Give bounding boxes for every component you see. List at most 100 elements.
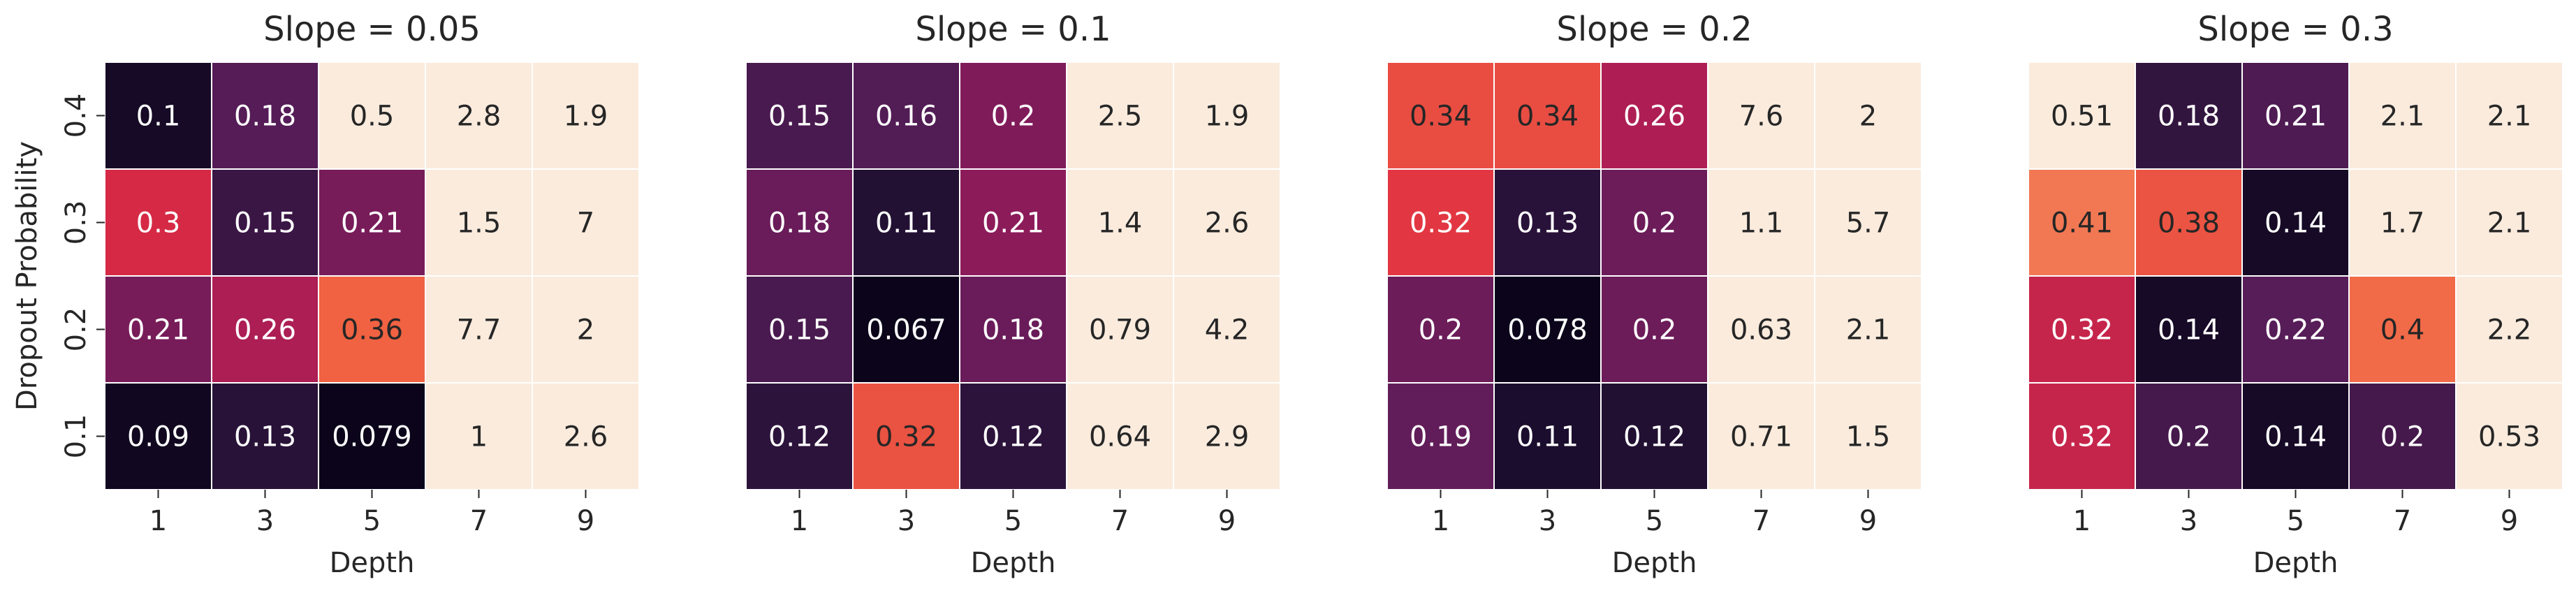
heatmap-cell — [959, 61, 1067, 170]
heatmap-panel-4: 0.51 0.18 0.21 2.1 2.10.41 0.38 0.14 1.7 2.10.32… — [2028, 10, 2563, 579]
heatmap-panel-2: 0.15 0.16 0.2 2.5 1.9 0.18 0.11 0.21 1.4 2.6 0.15 0… — [745, 10, 1281, 579]
cell-value-label: 1.4 — [1098, 207, 1143, 240]
x-tick-label: 3 — [898, 505, 915, 537]
cell-value-label: 2.5 — [1098, 101, 1143, 133]
heatmap-cell — [1066, 275, 1174, 384]
cell-value-label: 2.1 — [2487, 101, 2532, 133]
x-tick-label: 7 — [2394, 505, 2411, 537]
panel-title: Slope = 0.1 — [915, 10, 1111, 49]
cell-value-label: 0.34 — [1410, 101, 1472, 133]
heatmap-cell — [2028, 275, 2136, 384]
cell-value-label: 7 — [577, 207, 594, 240]
heatmap-cell — [745, 382, 854, 490]
heatmap-cell — [1493, 382, 1602, 490]
cell-value-label: 0.09 — [127, 421, 189, 453]
cell-value-label: 2.6 — [1205, 207, 1250, 240]
heatmap-cell — [425, 61, 533, 170]
x-tick-label: 9 — [2501, 505, 2518, 537]
cell-value-label: 0.2 — [1632, 207, 1677, 240]
heatmap-cell — [1600, 168, 1708, 277]
heatmap-cell — [959, 382, 1067, 490]
heatmap-cell — [211, 275, 319, 384]
cell-value-label: 2.6 — [564, 421, 608, 453]
cell-value-label: 0.14 — [2264, 421, 2327, 453]
heatmap-cell — [532, 168, 640, 277]
heatmap-cell — [2135, 275, 2243, 384]
heatmap-cell — [1707, 382, 1815, 490]
cell-value-label: 0.32 — [1410, 207, 1472, 240]
cell-value-label: 2.9 — [1205, 421, 1250, 453]
cell-value-label: 0.13 — [234, 421, 296, 453]
heatmap-cell — [2028, 382, 2136, 490]
heatmap-cell — [532, 61, 640, 170]
x-tick-label: 9 — [577, 505, 594, 537]
heatmap-cell — [425, 275, 533, 384]
heatmap-cell — [1814, 61, 1922, 170]
cell-value-label: 0.15 — [768, 314, 830, 346]
x-tick-label: 7 — [1111, 505, 1129, 537]
y-tick-label: 0.2 — [60, 307, 92, 352]
heatmap-cell — [1600, 275, 1708, 384]
x-tick-label: 9 — [1218, 505, 1236, 537]
cell-value-label: 0.36 — [341, 314, 403, 346]
x-tick-label: 5 — [363, 505, 381, 537]
panel-title: Slope = 0.05 — [263, 10, 481, 49]
heatmap-cell — [2241, 275, 2350, 384]
cell-value-label: 1.5 — [1846, 421, 1891, 453]
x-tick-label: 1 — [791, 505, 808, 537]
cell-value-label: 0.51 — [2051, 101, 2113, 133]
cell-value-label: 0.18 — [768, 207, 830, 240]
cell-value-label: 0.2 — [1419, 314, 1463, 346]
heatmap-cell — [318, 61, 426, 170]
cell-value-label: 0.32 — [2051, 314, 2113, 346]
cell-value-label: 0.12 — [982, 421, 1044, 453]
cell-value-label: 0.32 — [875, 421, 937, 453]
panel-title: Slope = 0.2 — [1556, 10, 1752, 49]
cell-value-label: 0.53 — [2478, 421, 2540, 453]
cell-value-label: 0.067 — [866, 314, 946, 346]
cell-value-label: 0.13 — [1516, 207, 1579, 240]
cell-value-label: 0.21 — [2264, 101, 2327, 133]
cell-value-label: 0.21 — [127, 314, 189, 346]
heatmap-cell — [745, 275, 854, 384]
x-tick-label: 9 — [1859, 505, 1877, 537]
heatmap-cell — [104, 168, 212, 277]
heatmap-cell — [1386, 382, 1495, 490]
x-tick-label: 7 — [470, 505, 488, 537]
heatmap-cell — [1814, 168, 1922, 277]
cell-value-label: 2.2 — [2487, 314, 2532, 346]
heatmap-cell — [1066, 61, 1174, 170]
cell-value-label: 0.15 — [234, 207, 296, 240]
y-axis-label: Dropout Probability — [11, 141, 43, 411]
heatmap-cell — [104, 61, 212, 170]
cell-value-label: 0.079 — [332, 421, 412, 453]
cell-value-label: 0.64 — [1089, 421, 1151, 453]
cell-value-label: 0.11 — [875, 207, 937, 240]
cell-value-label: 0.1 — [136, 101, 181, 133]
x-tick-label: 1 — [2073, 505, 2091, 537]
cell-value-label: 1.7 — [2380, 207, 2425, 240]
heatmap-cell — [532, 275, 640, 384]
cell-value-label: 0.71 — [1730, 421, 1792, 453]
x-tick-label: 5 — [1646, 505, 1663, 537]
cell-value-label: 2.1 — [1846, 314, 1891, 346]
cell-value-label: 0.15 — [768, 101, 830, 133]
heatmap-cell — [318, 275, 426, 384]
cell-value-label: 2.1 — [2380, 101, 2425, 133]
cell-value-label: 0.18 — [2158, 101, 2220, 133]
heatmap-cell — [1814, 382, 1922, 490]
cell-value-label: 0.79 — [1089, 314, 1151, 346]
cell-value-label: 7.6 — [1739, 101, 1784, 133]
y-tick-label: 0.4 — [60, 94, 92, 138]
heatmap-cell — [959, 168, 1067, 277]
heatmap-cell — [1600, 382, 1708, 490]
cell-value-label: 0.21 — [982, 207, 1044, 240]
cell-value-label: 4.2 — [1205, 314, 1250, 346]
cell-value-label: 0.5 — [350, 101, 395, 133]
x-tick-label: 3 — [1539, 505, 1556, 537]
cell-value-label: 0.18 — [982, 314, 1044, 346]
x-axis-label: Depth — [971, 547, 1056, 579]
cell-value-label: 0.2 — [991, 101, 1036, 133]
